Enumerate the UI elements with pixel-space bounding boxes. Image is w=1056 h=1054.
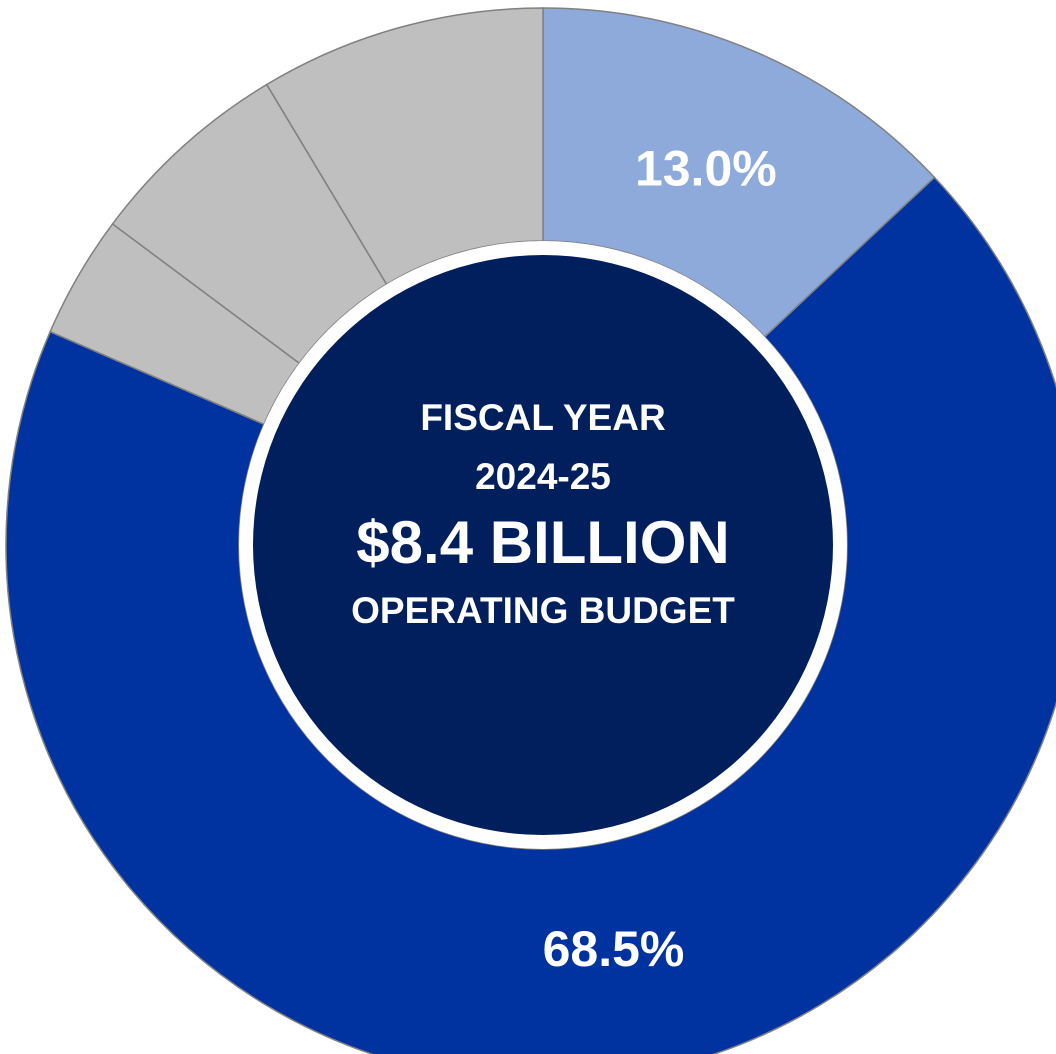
slice-label-2: 68.5%	[543, 921, 685, 977]
center-budget-label: OPERATING BUDGET	[351, 590, 735, 631]
slice-labels-group: 13.0% 68.5%	[543, 141, 777, 977]
slices-group	[5, 7, 1056, 1054]
center-total-amount: $8.4 BILLION	[356, 509, 729, 576]
center-disc	[253, 255, 833, 835]
center-fiscal-year: FISCAL YEAR	[420, 397, 665, 438]
center-year-range: 2024-25	[475, 456, 611, 497]
slice-label-1: 13.0%	[635, 141, 777, 197]
